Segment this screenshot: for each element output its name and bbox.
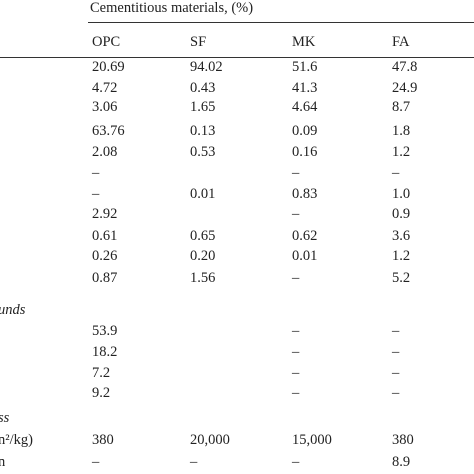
cell: –: [392, 323, 400, 339]
cell: 0.09: [292, 123, 318, 139]
cell: –: [92, 165, 100, 181]
column-rule: [0, 57, 474, 58]
cell: 41.3: [292, 80, 318, 96]
cell: 4.72: [92, 80, 118, 96]
cell: 94.02: [190, 59, 223, 75]
column-header: MK: [292, 34, 316, 50]
cell: 53.9: [92, 323, 118, 339]
cell: 0.53: [190, 144, 216, 160]
cell: –: [92, 454, 100, 470]
cell: 0.16: [292, 144, 318, 160]
cell: 5.2: [392, 270, 411, 286]
cell: 9.2: [92, 385, 111, 401]
cell: 0.01: [190, 186, 216, 202]
cell: –: [292, 365, 300, 381]
cell: –: [292, 165, 300, 181]
row-label: n: [0, 454, 6, 470]
cell: –: [392, 344, 400, 360]
cell: 20.69: [92, 59, 125, 75]
cell: –: [292, 206, 300, 222]
header-rule: [88, 22, 474, 23]
cell: 1.2: [392, 248, 411, 264]
cell: 0.20: [190, 248, 216, 264]
cell: 1.56: [190, 270, 216, 286]
cell: 8.9: [392, 454, 411, 470]
cell: 0.62: [292, 228, 318, 244]
cell: 15,000: [292, 432, 332, 448]
cell: –: [92, 186, 100, 202]
cell: 0.13: [190, 123, 216, 139]
cell: 3.06: [92, 99, 118, 115]
cell: 3.6: [392, 228, 411, 244]
section-label: unds: [0, 302, 26, 318]
cell: –: [292, 270, 300, 286]
cell: 1.2: [392, 144, 411, 160]
cell: 2.92: [92, 206, 118, 222]
cell: –: [292, 344, 300, 360]
cell: 0.87: [92, 270, 118, 286]
cell: 1.8: [392, 123, 411, 139]
cell: 0.61: [92, 228, 118, 244]
column-header: FA: [392, 34, 410, 50]
cell: 0.9: [392, 206, 411, 222]
cell: 0.26: [92, 248, 118, 264]
cell: –: [292, 385, 300, 401]
cell: 18.2: [92, 344, 118, 360]
column-header: OPC: [92, 34, 121, 50]
cell: –: [190, 454, 198, 470]
group-header: Cementitious materials, (%): [90, 0, 254, 16]
cell: 380: [392, 432, 414, 448]
cell: 380: [92, 432, 114, 448]
cell: 7.2: [92, 365, 111, 381]
cell: –: [392, 165, 400, 181]
cell: 1.65: [190, 99, 216, 115]
cell: 63.76: [92, 123, 125, 139]
cell: 2.08: [92, 144, 118, 160]
cell: 20,000: [190, 432, 230, 448]
cell: 0.65: [190, 228, 216, 244]
section-label: ss: [0, 410, 10, 426]
cell: 51.6: [292, 59, 318, 75]
cell: 0.43: [190, 80, 216, 96]
cell: –: [292, 323, 300, 339]
cell: 4.64: [292, 99, 318, 115]
cell: –: [392, 385, 400, 401]
cell: 8.7: [392, 99, 411, 115]
cell: 47.8: [392, 59, 418, 75]
cell: –: [292, 454, 300, 470]
row-label: n²/kg): [0, 432, 33, 448]
column-header: SF: [190, 34, 207, 50]
cell: 0.01: [292, 248, 318, 264]
cell: 24.9: [392, 80, 418, 96]
cell: –: [392, 365, 400, 381]
cell: 1.0: [392, 186, 411, 202]
cell: 0.83: [292, 186, 318, 202]
